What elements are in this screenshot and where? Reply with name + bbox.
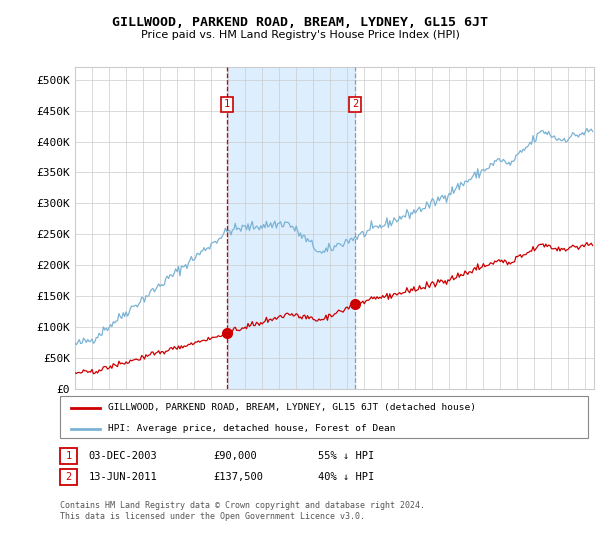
Text: GILLWOOD, PARKEND ROAD, BREAM, LYDNEY, GL15 6JT: GILLWOOD, PARKEND ROAD, BREAM, LYDNEY, G… bbox=[112, 16, 488, 29]
Text: 2: 2 bbox=[65, 472, 71, 482]
Text: £90,000: £90,000 bbox=[213, 451, 257, 461]
Text: Price paid vs. HM Land Registry's House Price Index (HPI): Price paid vs. HM Land Registry's House … bbox=[140, 30, 460, 40]
Text: 03-DEC-2003: 03-DEC-2003 bbox=[89, 451, 158, 461]
Text: 40% ↓ HPI: 40% ↓ HPI bbox=[318, 472, 374, 482]
Text: £137,500: £137,500 bbox=[213, 472, 263, 482]
Text: 13-JUN-2011: 13-JUN-2011 bbox=[89, 472, 158, 482]
Text: Contains HM Land Registry data © Crown copyright and database right 2024.
This d: Contains HM Land Registry data © Crown c… bbox=[60, 501, 425, 521]
Text: 1: 1 bbox=[224, 99, 230, 109]
Bar bbox=[227, 67, 355, 389]
Text: 55% ↓ HPI: 55% ↓ HPI bbox=[318, 451, 374, 461]
Text: GILLWOOD, PARKEND ROAD, BREAM, LYDNEY, GL15 6JT (detached house): GILLWOOD, PARKEND ROAD, BREAM, LYDNEY, G… bbox=[107, 403, 476, 412]
Text: HPI: Average price, detached house, Forest of Dean: HPI: Average price, detached house, Fore… bbox=[107, 424, 395, 433]
Text: 2: 2 bbox=[352, 99, 358, 109]
Text: 1: 1 bbox=[65, 451, 71, 461]
